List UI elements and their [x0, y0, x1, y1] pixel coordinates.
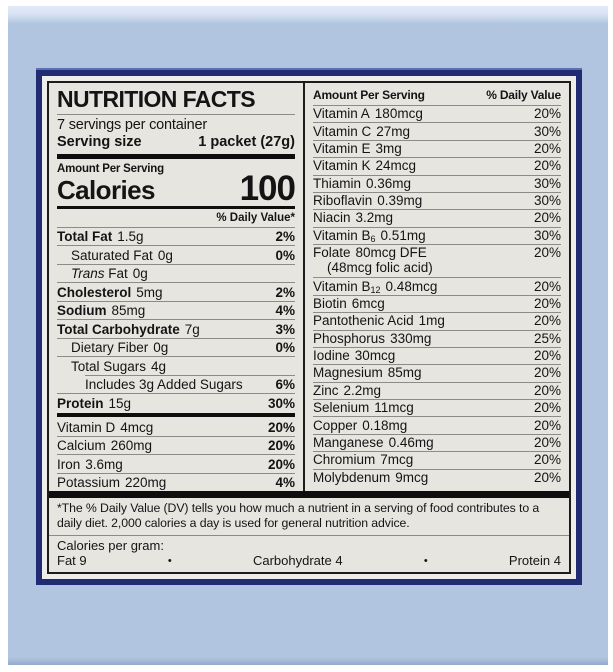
nutrient-row: Calcium 260mg 20%: [57, 438, 295, 455]
nutrient-row: Dietary Fiber 0g 0%: [57, 339, 295, 358]
nutrient-row: Molybdenum 9mcg 20%: [313, 469, 561, 485]
nutrient-row: Vitamin D 4mcg 20%: [57, 419, 295, 437]
nutrient-row: Vitamin B12 0.48mcg 20%: [313, 278, 561, 296]
nutrient-row: Vitamin E 3mg 20%: [313, 141, 561, 159]
calories-per-gram-label: Calories per gram:: [57, 538, 164, 553]
daily-value-footnote: *The % Daily Value (DV) tells you how mu…: [49, 498, 569, 536]
divider-bar: [57, 205, 295, 209]
nutrient-row: Protein 15g 30%: [57, 395, 295, 411]
servings-per-container: 7 servings per container: [57, 117, 207, 133]
vitamin-mineral-rows: Vitamin D 4mcg 20% Calcium 260mg 20% Iron 3.6mg…: [57, 418, 295, 491]
nutrient-row: Thiamin 0.36mg 30%: [313, 176, 561, 193]
nutrient-row: Total Fat 1.5g 2%: [57, 229, 295, 247]
calories-line: Calories 100: [57, 168, 296, 208]
nutrient-row: Copper 0.18mg 20%: [313, 417, 561, 435]
nutrient-row: Total Sugars 4g: [71, 358, 167, 374]
nutrient-row: Total Carbohydrate 7g 3%: [57, 321, 295, 339]
nutrient-row: Zinc 2.2mg 20%: [313, 383, 561, 400]
bullet-separator: •: [167, 554, 172, 567]
nutrient-row: Magnesium 85mg 20%: [313, 365, 561, 383]
nutrient-row: Vitamin B6 0.51mg 30%: [313, 227, 561, 245]
cpg-protein: Protein 4: [508, 553, 561, 568]
label-outer-margin: NUTRITION FACTS 7 servings per container…: [42, 76, 576, 579]
nutrient-row: Trans Fat 0g: [57, 265, 295, 284]
divider-bar: [57, 412, 295, 417]
cpg-carbohydrate: Carbohydrate 4: [252, 553, 343, 568]
nutrient-row: Niacin 3.2mg 20%: [313, 210, 561, 228]
label-columns: NUTRITION FACTS 7 servings per container…: [49, 83, 569, 491]
divider-bar: [57, 154, 295, 159]
nutrient-row: Sodium 85mg 4%: [57, 303, 295, 321]
label-right-column: Amount Per Serving % Daily Value Vitamin…: [305, 83, 569, 491]
divider-bar: [49, 491, 569, 498]
nutrient-row: Iodine 30mcg 20%: [313, 348, 561, 366]
bullet-separator: •: [423, 554, 428, 567]
nutrient-row: Manganese 0.46mg 20%: [313, 435, 561, 453]
nutrient-row: Folate 80mcg DFE 20% (48mcg folic acid): [313, 245, 561, 279]
nutrient-row: Vitamin A 180mcg 20%: [313, 106, 561, 124]
box-bottom-edge: [8, 657, 608, 665]
label-left-column: NUTRITION FACTS 7 servings per container…: [49, 83, 305, 491]
nutrient-row: Phosphorus 330mg 25%: [313, 331, 561, 348]
box-top-flap: [8, 6, 608, 24]
nutrient-row: Cholesterol 5mg 2%: [57, 284, 295, 302]
calories-per-gram-row: Fat 9 • Carbohydrate 4 • Protein 4: [49, 553, 569, 572]
nutrient-row: Selenium 11mcg 20%: [313, 400, 561, 418]
nutrient-row: Iron 3.6mg 20%: [57, 456, 295, 474]
cpg-fat: Fat 9: [57, 553, 87, 568]
nutrient-row: Chromium 7mcg 20%: [313, 452, 561, 470]
nutrient-row: Folate 80mcg DFE 20%: [313, 245, 561, 261]
micronutrient-rows: Vitamin A 180mcg 20% Vitamin C 27mg 30% Vitami…: [313, 106, 561, 486]
nutrient-row: Vitamin K 24mcg 20%: [313, 158, 561, 176]
nutrient-row: Biotin 6mcg 20%: [313, 296, 561, 314]
nutrient-row: Saturated Fat 0g 0%: [57, 246, 295, 265]
right-amount-header: Amount Per Serving: [313, 88, 425, 102]
label-panel: NUTRITION FACTS 7 servings per container…: [47, 81, 571, 574]
nutrient-row: Potassium 220mg 4%: [57, 475, 295, 490]
amount-per-serving-label: Amount Per Serving: [57, 162, 164, 175]
nutrition-facts-label: NUTRITION FACTS 7 servings per container…: [36, 68, 582, 585]
nutrient-row: Pantothenic Acid 1mg 20%: [313, 313, 561, 331]
macronutrient-rows: Total Fat 1.5g 2% Saturated Fat 0g 0% Trans Fa…: [57, 228, 295, 412]
nutrient-row: Vitamin C 27mg 30%: [313, 123, 561, 141]
calories-label: Calories: [57, 174, 155, 205]
serving-size-label: Serving size: [57, 134, 142, 150]
calories-value: 100: [239, 168, 296, 208]
right-dv-header: % Daily Value: [486, 88, 561, 102]
nutrient-row: Riboflavin 0.39mg 30%: [313, 193, 561, 211]
right-column-header: Amount Per Serving % Daily Value: [313, 86, 561, 106]
label-title: NUTRITION FACTS: [57, 86, 295, 115]
serving-size-line: Serving size 1 packet (27g): [57, 133, 295, 153]
serving-size-value: 1 packet (27g): [198, 134, 295, 150]
daily-value-header: % Daily Value*: [57, 210, 295, 228]
nutrient-row: Includes 3g Added Sugars 6%: [57, 376, 295, 395]
